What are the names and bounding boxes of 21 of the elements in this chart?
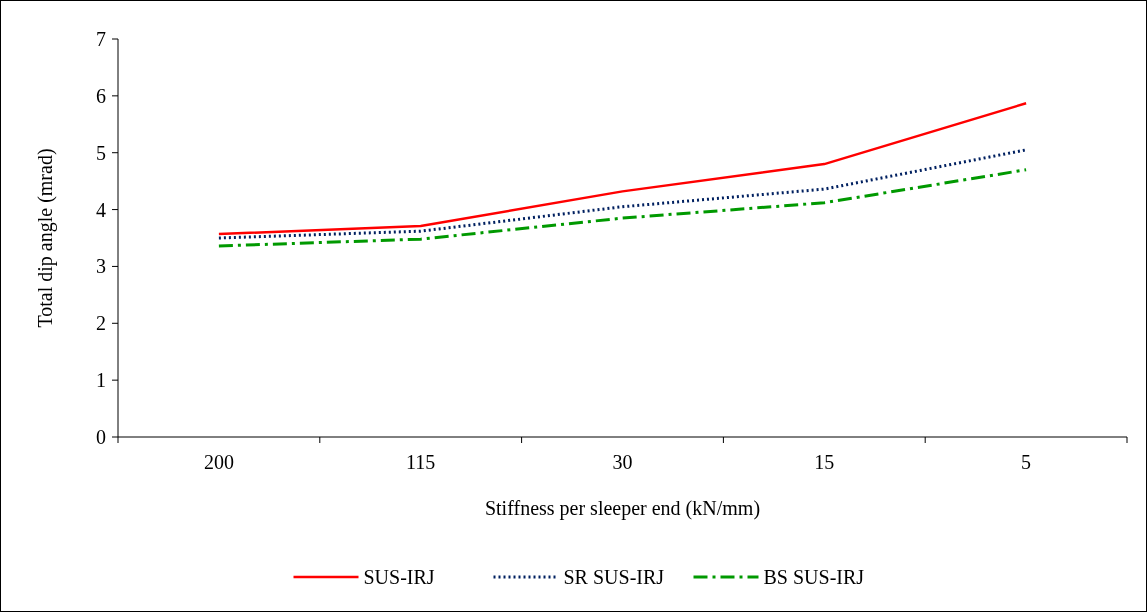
x-tick-label: 115 (406, 451, 436, 473)
y-tick-label: 3 (96, 255, 106, 278)
line-series (217, 168, 1028, 248)
y-tick-label: 5 (96, 141, 106, 164)
y-tick-label: 2 (96, 312, 106, 335)
line-series (217, 102, 1028, 236)
legend-label: BS SUS-IRJ (763, 566, 865, 588)
x-axis-title: Stiffness per sleeper end (kN/mm) (484, 497, 761, 520)
y-tick-label: 0 (96, 426, 106, 448)
x-tick-label: 15 (814, 451, 835, 473)
y-axis-title: Total dip angle (mrad) (34, 148, 57, 328)
legend-label: SUS-IRJ (363, 566, 435, 588)
line-series (217, 148, 1028, 240)
x-tick-label: 200 (203, 451, 234, 473)
x-tick-label: 30 (612, 451, 633, 473)
y-tick-label: 1 (96, 369, 106, 392)
x-tick-label: 5 (1021, 451, 1032, 473)
legend-label: SR SUS-IRJ (563, 566, 665, 588)
y-tick-label: 6 (96, 84, 106, 107)
y-tick-label: 7 (96, 28, 106, 50)
y-tick-label: 4 (96, 198, 106, 221)
